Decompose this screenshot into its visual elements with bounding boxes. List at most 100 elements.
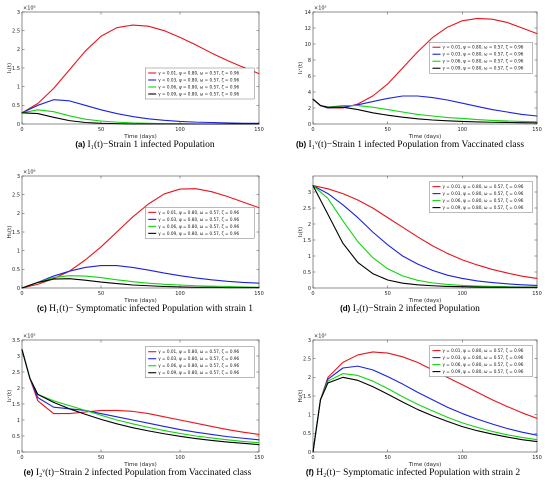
y-tick-label: 8 (308, 58, 311, 64)
y-tick-label: 1.5 (12, 66, 20, 72)
series-line-1 (21, 24, 260, 114)
y-tick-label: 2 (308, 106, 311, 112)
legend-entry-1: γ = 0.01, ψ = 0.80, ω = 0.57, ζ = 0.96 (442, 184, 523, 189)
legend-entry-3: γ = 0.06, ψ = 0.80, ω = 0.57, ζ = 0.96 (442, 362, 523, 367)
y-tick-label: 0 (17, 450, 20, 456)
caption-e: (e) I₂ᵛ(t)−Strain 2 infected Population … (0, 468, 275, 478)
x-tick-label: 150 (532, 127, 542, 133)
x-tick-label: 0 (311, 291, 314, 297)
y-multiplier: ×10⁶ (23, 6, 36, 12)
y-tick-label: 4 (308, 90, 311, 96)
y-axis-label: I₂ᵛ(t) (7, 390, 13, 403)
caption-f: (f) H₂(t)− Symptomatic infected Populati… (276, 468, 550, 478)
caption-a-text: I₁(t)−Strain 1 infected Population (87, 140, 215, 150)
legend-entry-2: γ = 0.03, ψ = 0.80, ω = 0.57, ζ = 0.96 (158, 78, 239, 83)
panel-b: 0 50 100 150 0 2 4 6 8 10 12 14 Time (days) I₁ᵛ(t) ×10… (298, 6, 542, 141)
y-multiplier: ×10⁵ (314, 6, 327, 12)
caption-c-letter: (c) (36, 304, 47, 313)
y-tick-label: 0 (17, 286, 20, 292)
x-axis-label: Time (days) (123, 134, 156, 140)
y-tick-label: 2.5 (12, 28, 20, 34)
caption-a-letter: (a) (75, 140, 86, 149)
y-tick-label: 2 (308, 222, 311, 228)
y-tick-label: 1 (308, 254, 311, 260)
y-tick-label: 2.5 (303, 206, 311, 212)
legend-box (145, 346, 255, 378)
y-tick-label: 2 (308, 375, 311, 381)
series-line-2 (312, 365, 538, 453)
x-tick-label: 0 (20, 127, 23, 133)
y-multiplier: ×10⁵ (23, 334, 36, 340)
legend-entry-4: γ = 0.09, ψ = 0.80, ω = 0.57, ζ = 0.96 (158, 370, 239, 375)
y-tick-label: 3 (17, 354, 20, 360)
legend-box (429, 42, 533, 74)
y-tick-label: 6 (308, 74, 311, 80)
series-line-4 (312, 98, 538, 124)
caption-e-text: I₂ᵛ(t)−Strain 2 infected Population from… (35, 468, 252, 478)
panel-a: 0 50 100 150 0 0.5 1 1.5 2 2.5 3 Time (days) I₁(t) ×1… (7, 6, 264, 141)
x-tick-label: 150 (532, 291, 542, 297)
series-line-3 (312, 373, 538, 453)
y-axis-label: I₁ᵛ(t) (298, 62, 304, 75)
series-line-4 (21, 349, 260, 446)
x-tick-label: 100 (175, 291, 185, 297)
legend-entry-4: γ = 0.09, ψ = 0.80, ω = 0.57, ζ = 0.96 (158, 92, 239, 97)
caption-f-text: H₂(t)− Symptomatic infected Population w… (316, 468, 521, 478)
y-tick-label: 3 (308, 338, 311, 344)
legend: γ = 0.01, ψ = 0.80, ω = 0.57, ζ = 0.96 γ … (429, 42, 533, 74)
x-tick-label: 100 (175, 455, 185, 461)
caption-f-letter: (f) (305, 468, 314, 477)
series-line-1 (21, 188, 260, 289)
y-tick-label: 1 (17, 418, 20, 424)
legend: γ = 0.01, ψ = 0.80, ω = 0.57, ζ = 0.96 γ … (429, 181, 533, 213)
y-tick-label: 0 (17, 122, 20, 128)
panel-d: 0 50 100 150 0 0.5 1 1.5 2 2.5 3 Time (days) I₂(t) γ … (298, 175, 542, 304)
legend: γ = 0.01, ψ = 0.80, ω = 0.57, ζ = 0.96 γ … (145, 346, 255, 378)
caption-b: (b) I₁ᵛ(t)−Strain 1 infected Population … (270, 140, 550, 150)
x-tick-label: 0 (20, 291, 23, 297)
y-tick-label: 0.5 (12, 267, 20, 273)
y-tick-label: 1 (308, 412, 311, 418)
caption-d: (d) I₂(t)−Strain 2 infected Population (295, 304, 525, 314)
legend-entry-1: γ = 0.01, ψ = 0.80, ω = 0.57, ζ = 0.96 (158, 71, 239, 76)
series-line-2 (21, 99, 260, 124)
legend-entry-2: γ = 0.03, ψ = 0.80, ω = 0.57, ζ = 0.96 (158, 356, 239, 361)
y-multiplier: ×10⁵ (314, 334, 327, 340)
y-tick-label: 2.5 (12, 192, 20, 198)
legend: γ = 0.01, ψ = 0.80, ω = 0.57, ζ = 0.96 γ … (429, 345, 533, 377)
legend-entry-2: γ = 0.03, ψ = 0.80, ω = 0.57, ζ = 0.96 (442, 52, 523, 57)
y-tick-label: 2 (17, 211, 20, 217)
legend-entry-2: γ = 0.03, ψ = 0.80, ω = 0.57, ζ = 0.96 (442, 191, 523, 196)
x-tick-label: 50 (98, 127, 104, 133)
legend-box (429, 345, 533, 377)
x-tick-label: 50 (384, 127, 390, 133)
legend-entry-4: γ = 0.09, ψ = 0.80, ω = 0.57, ζ = 0.96 (442, 66, 523, 71)
x-axis-label: Time (days) (123, 298, 156, 304)
x-tick-label: 100 (458, 455, 468, 461)
y-tick-label: 1.5 (303, 238, 311, 244)
series-line-2 (312, 185, 538, 286)
legend-entry-4: γ = 0.09, ψ = 0.80, ω = 0.57, ζ = 0.96 (442, 205, 523, 210)
x-axis-label: Time (days) (408, 462, 441, 468)
panel-c: 0 50 100 150 0 0.5 1 1.5 2 2.5 3 Time (days) H₁(t) ×1… (7, 170, 264, 305)
caption-d-letter: (d) (340, 304, 351, 313)
series-line-4 (21, 112, 260, 125)
y-tick-label: 2.5 (12, 370, 20, 376)
y-tick-label: 2 (17, 47, 20, 53)
x-axis-label: Time (days) (408, 134, 441, 140)
y-tick-label: 0 (308, 450, 311, 456)
x-tick-label: 50 (384, 455, 390, 461)
y-axis-label: H₁(t) (7, 226, 13, 239)
y-tick-label: 1 (17, 248, 20, 254)
y-tick-label: 3 (17, 10, 20, 16)
x-tick-label: 0 (311, 127, 314, 133)
legend-entry-2: γ = 0.03, ψ = 0.80, ω = 0.57, ζ = 0.96 (158, 217, 239, 222)
x-tick-label: 100 (458, 291, 468, 297)
series-line-4 (21, 278, 260, 289)
caption-b-letter: (b) (295, 140, 307, 149)
y-tick-label: 1 (17, 84, 20, 90)
y-tick-label: 2 (17, 386, 20, 392)
legend-entry-3: γ = 0.06, ψ = 0.80, ω = 0.57, ζ = 0.96 (158, 363, 239, 368)
x-tick-label: 100 (175, 127, 185, 133)
